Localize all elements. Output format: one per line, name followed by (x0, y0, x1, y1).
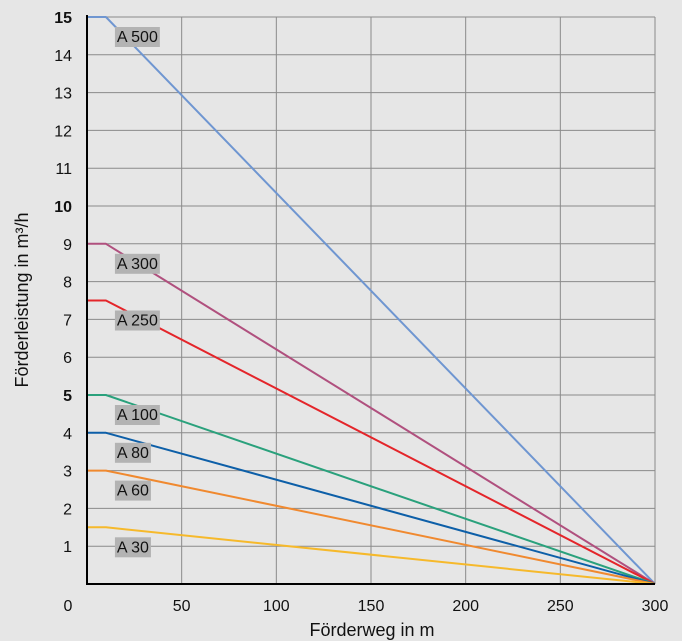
series-label-box (114, 537, 151, 558)
series-line (87, 431, 656, 585)
y-tick-label: 1 (63, 539, 72, 556)
y-tick-label: 14 (54, 48, 72, 65)
y-tick-label: 11 (55, 161, 72, 178)
y-tick-label: 9 (63, 237, 72, 254)
y-tick-label: 6 (63, 350, 72, 367)
series-line (87, 394, 656, 585)
series-label-text: A 250 (117, 313, 158, 330)
axes (86, 15, 655, 585)
y-axis-title: Förderleistung in m³/h (12, 212, 32, 387)
series-line (87, 242, 656, 585)
x-tick-label: 0 (64, 598, 73, 615)
series-label-box (114, 27, 160, 47)
y-tick-label: 12 (54, 123, 72, 140)
y-tick-label: 15 (54, 10, 72, 27)
grid (87, 16, 656, 584)
x-tick-label: 300 (642, 598, 669, 615)
y-tick-label: 7 (63, 312, 72, 329)
series-label-text: A 300 (117, 256, 158, 273)
series-line (87, 526, 656, 585)
y-tick-label: 13 (54, 86, 72, 103)
y-tick-label: 5 (63, 388, 72, 405)
series-label-text: A 100 (117, 407, 158, 424)
y-tick-label: 3 (63, 464, 72, 481)
x-axis-title: Förderweg in m (309, 620, 434, 640)
x-tick-label: 100 (263, 598, 290, 615)
y-tick-label: 2 (63, 501, 72, 518)
x-tick-label: 250 (547, 598, 574, 615)
x-tick-label: 200 (452, 598, 479, 615)
series-label-box (114, 480, 151, 501)
series-label-text: A 30 (117, 539, 149, 556)
series-label-box (114, 310, 160, 331)
series-line (87, 469, 656, 585)
series-labels: A 500 A 300 A 250 A 100 A 80 A 60 A 30 (114, 27, 160, 558)
series-label-text: A 80 (117, 445, 149, 462)
x-tick-label: 150 (358, 598, 385, 615)
series-line (87, 299, 656, 585)
series-label-text: A 500 (117, 29, 158, 46)
y-tick-label: 4 (63, 426, 72, 443)
series-label-text: A 60 (117, 483, 149, 500)
series-label-box (114, 253, 160, 274)
y-tick-label: 8 (63, 275, 72, 292)
series-lines (87, 16, 656, 585)
series-label-box (114, 405, 160, 425)
series-label-box (114, 442, 151, 463)
x-tick-label: 50 (173, 598, 191, 615)
series-line (87, 16, 656, 585)
y-tick-label: 10 (54, 199, 72, 216)
